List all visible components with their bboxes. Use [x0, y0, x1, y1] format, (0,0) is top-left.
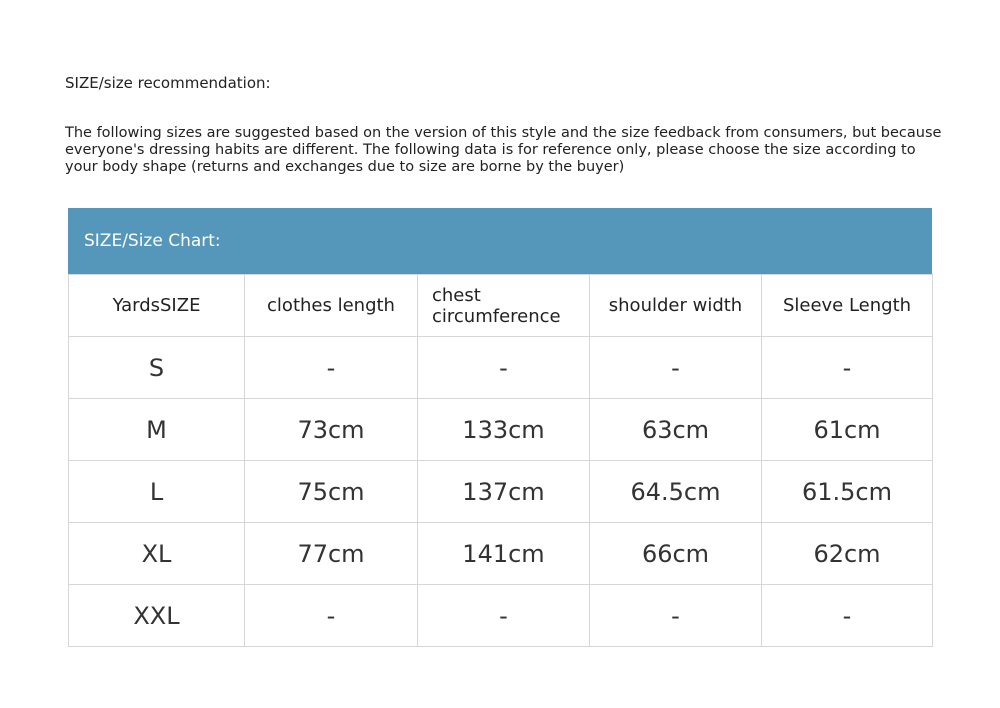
header-row: YardsSIZE clothes length chest circumferen… — [68, 274, 933, 337]
section-title: SIZE/size recommendation: — [65, 74, 271, 92]
intro-text: The following sizes are suggested based … — [65, 125, 942, 175]
table-cell: 133cm — [417, 398, 590, 461]
table-cell: L — [68, 460, 245, 523]
size-chart-title: SIZE/Size Chart: — [68, 208, 932, 274]
table-cell: - — [417, 336, 590, 399]
table-cell: - — [244, 584, 418, 647]
table-cell: 75cm — [244, 460, 418, 523]
table-row: XXL - - - - — [68, 584, 933, 647]
table-cell: - — [761, 336, 933, 399]
table-cell: 77cm — [244, 522, 418, 585]
column-header: Sleeve Length — [761, 274, 933, 337]
table-cell: - — [761, 584, 933, 647]
size-table: YardsSIZE clothes length chest circumferen… — [68, 274, 933, 647]
table-cell: - — [589, 336, 762, 399]
table-row: XL 77cm 141cm 66cm 62cm — [68, 522, 933, 585]
table-cell: 141cm — [417, 522, 590, 585]
table-cell: XXL — [68, 584, 245, 647]
table-cell: 64.5cm — [589, 460, 762, 523]
table-cell: S — [68, 336, 245, 399]
column-header: YardsSIZE — [68, 274, 245, 337]
column-header: clothes length — [244, 274, 418, 337]
size-chart: SIZE/Size Chart: YardsSIZE clothes length… — [68, 208, 933, 647]
table-cell: - — [417, 584, 590, 647]
table-cell: - — [589, 584, 762, 647]
table-row: S---- — [68, 336, 933, 399]
column-header: chest circumference — [417, 274, 590, 337]
table-cell: XL — [68, 522, 245, 585]
table-cell: 73cm — [244, 398, 418, 461]
table-row: M 73cm 133cm 63cm 61cm — [68, 398, 933, 461]
table-cell: 61.5cm — [761, 460, 933, 523]
table-cell: 137cm — [417, 460, 590, 523]
table-cell: 61cm — [761, 398, 933, 461]
table-row: L 75cm 137cm 64.5cm 61.5cm — [68, 460, 933, 523]
table-cell: M — [68, 398, 245, 461]
table-cell: 63cm — [589, 398, 762, 461]
column-header: shoulder width — [589, 274, 762, 337]
table-cell: 66cm — [589, 522, 762, 585]
table-cell: - — [244, 336, 418, 399]
table-cell: 62cm — [761, 522, 933, 585]
